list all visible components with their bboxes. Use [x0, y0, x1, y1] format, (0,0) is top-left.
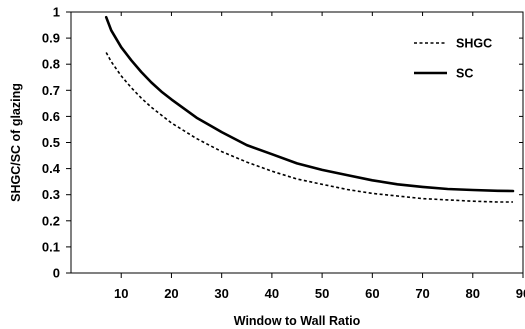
y-tick-label: 0.6 [42, 109, 60, 124]
x-tick-label: 40 [265, 286, 279, 301]
x-tick-label: 80 [466, 286, 480, 301]
y-tick-label: 0.4 [42, 161, 61, 176]
y-axis-label: SHGC/SC of glazing [9, 83, 23, 202]
y-tick-label: 0.5 [42, 135, 60, 150]
chart-legend: SHGC SC [414, 37, 492, 81]
chart-ticks: 0 0.1 0.2 0.3 0.4 0.5 0.6 0.7 0.8 0.9 1 10 20 30 40 50 6… [42, 5, 525, 302]
x-tick-label: 50 [315, 286, 329, 301]
y-tick-label: 0.3 [42, 187, 60, 202]
x-axis-label: Window to Wall Ratio [234, 314, 361, 328]
series-line-sc [104, 15, 515, 193]
plot-frame [70, 11, 524, 274]
y-tick-label: 0.2 [42, 213, 60, 228]
legend-label-sc: SC [456, 67, 473, 81]
y-tick-label: 0 [53, 266, 60, 281]
y-tick-label: 0.7 [42, 83, 60, 98]
chart-series [104, 15, 515, 203]
x-tick-label: 20 [164, 286, 178, 301]
y-tick-label: 0.9 [42, 31, 60, 46]
series-line-shgc [105, 52, 513, 203]
legend-label-shgc: SHGC [456, 37, 492, 51]
x-tick-label: 70 [415, 286, 429, 301]
x-tick-label: 30 [214, 286, 228, 301]
x-tick-label: 10 [114, 286, 128, 301]
x-tick-label: 60 [365, 286, 379, 301]
y-tick-label: 0.8 [42, 57, 60, 72]
y-tick-label: 1 [53, 5, 60, 20]
x-tick-label: 90 [516, 286, 525, 301]
y-tick-label: 0.1 [42, 239, 60, 254]
chart-axes [70, 11, 524, 274]
